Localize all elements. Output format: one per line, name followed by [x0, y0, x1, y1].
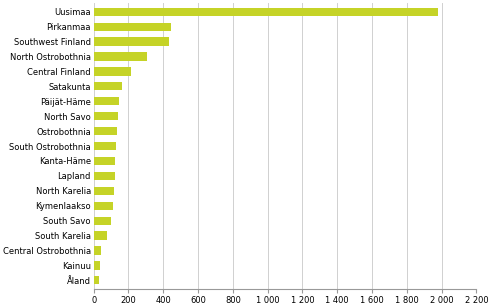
- Bar: [94, 142, 116, 150]
- Bar: [94, 97, 119, 105]
- Bar: [94, 246, 101, 255]
- Bar: [94, 276, 99, 284]
- Bar: [94, 157, 115, 165]
- Bar: [94, 217, 111, 225]
- Bar: [94, 261, 100, 270]
- Bar: [94, 127, 117, 135]
- Bar: [94, 38, 169, 46]
- Bar: [94, 22, 171, 31]
- Bar: [94, 8, 438, 16]
- Bar: [94, 112, 118, 120]
- Bar: [94, 67, 131, 75]
- Bar: [94, 231, 107, 240]
- Bar: [94, 52, 147, 61]
- Bar: [94, 202, 113, 210]
- Bar: [94, 82, 122, 91]
- Bar: [94, 172, 114, 180]
- Bar: [94, 187, 114, 195]
